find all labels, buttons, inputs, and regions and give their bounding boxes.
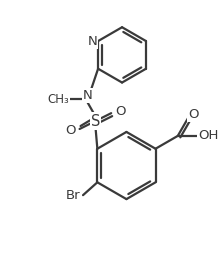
Text: S: S	[91, 114, 100, 129]
Text: O: O	[65, 124, 76, 137]
Text: OH: OH	[198, 129, 219, 142]
Text: Br: Br	[66, 189, 81, 202]
Text: O: O	[115, 105, 125, 118]
Text: N: N	[87, 35, 97, 47]
Text: O: O	[188, 108, 199, 121]
Text: N: N	[82, 89, 92, 102]
Text: CH₃: CH₃	[47, 93, 69, 106]
